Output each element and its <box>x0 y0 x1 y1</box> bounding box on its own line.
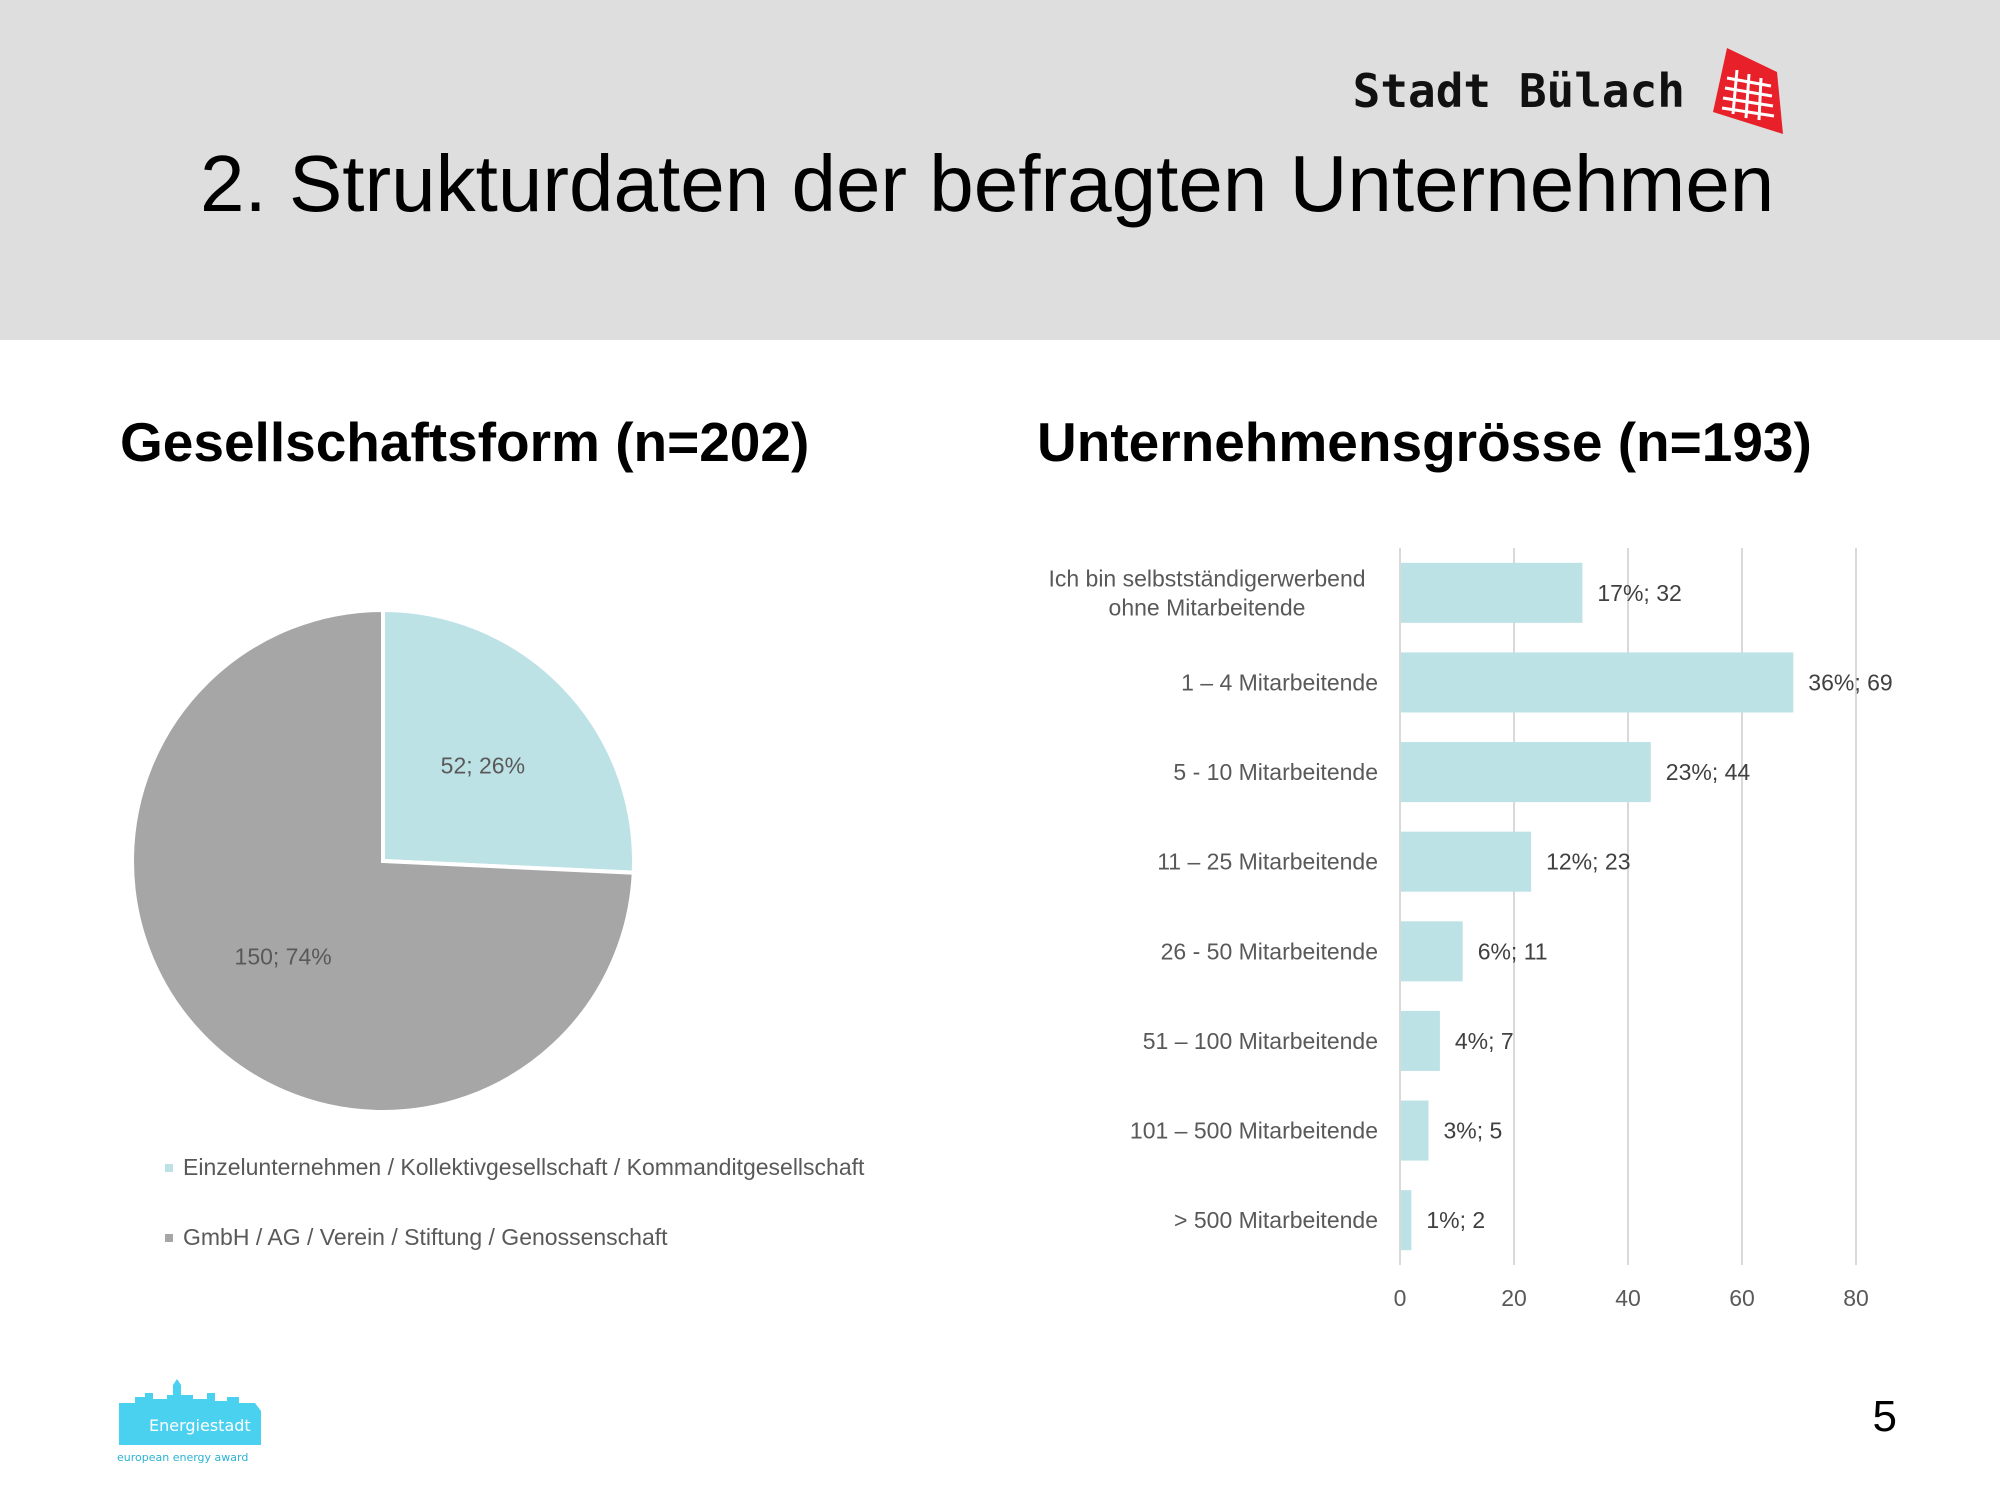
bar-4 <box>1400 831 1532 892</box>
bar-chart-title: Unternehmensgrösse (n=193) <box>1037 411 1812 473</box>
brand-name: Stadt Bülach <box>1352 64 1685 118</box>
bar-1 <box>1400 562 1583 623</box>
bar-data-label: 12%; 23 <box>1546 849 1630 875</box>
y-category-label: 101 – 500 Mitarbeitende <box>1130 1118 1378 1144</box>
category-line: 26 - 50 Mitarbeitende <box>1161 938 1378 964</box>
y-category-label: Ich bin selbstständigerwerbend ohne Mitar… <box>1048 565 1365 620</box>
bar-2 <box>1400 652 1794 713</box>
pie-data-label: 150; 74% <box>235 943 332 969</box>
bar-5 <box>1400 921 1463 982</box>
y-category-label: 11 – 25 Mitarbeitende <box>1157 849 1378 875</box>
pie-legend-item-1: Einzelunternehmen / Kollektivgesellschaf… <box>165 1154 864 1181</box>
bar-7 <box>1400 1100 1429 1161</box>
y-category-label: 26 - 50 Mitarbeitende <box>1161 938 1378 964</box>
bar-data-label: 3%; 5 <box>1444 1118 1503 1144</box>
y-category-label: 51 – 100 Mitarbeitende <box>1143 1028 1378 1054</box>
legend-label: Einzelunternehmen / Kollektivgesellschaf… <box>183 1154 865 1180</box>
stadt-buelach-emblem-icon <box>1713 48 1783 134</box>
legend-swatch <box>165 1163 173 1172</box>
pie-data-label: 52; 26% <box>441 753 525 779</box>
y-category-label: 5 - 10 Mitarbeitende <box>1173 759 1378 785</box>
category-line: ohne Mitarbeitende <box>1109 594 1306 620</box>
category-line: 11 – 25 Mitarbeitende <box>1157 849 1378 875</box>
logo-text: Energiestadt <box>149 1416 251 1435</box>
y-category-label: 1 – 4 Mitarbeitende <box>1181 669 1378 695</box>
bar-3 <box>1400 742 1651 803</box>
energiestadt-logo: Energiestadt european energy award <box>115 1375 265 1470</box>
logo-subtext: european energy award <box>117 1451 248 1464</box>
legend-label: GmbH / AG / Verein / Stiftung / Genossen… <box>183 1224 668 1250</box>
bar-data-label: 1%; 2 <box>1426 1207 1485 1233</box>
x-tick-label: 80 <box>1843 1285 1869 1311</box>
x-tick-label: 0 <box>1394 1285 1407 1311</box>
bar-data-label: 36%; 69 <box>1808 669 1892 695</box>
pie-chart-title: Gesellschaftsform (n=202) <box>120 411 810 473</box>
page-number: 5 <box>1872 1392 1897 1441</box>
category-line: 1 – 4 Mitarbeitende <box>1181 669 1378 695</box>
category-line: 101 – 500 Mitarbeitende <box>1130 1118 1378 1144</box>
page-title: 2. Strukturdaten der befragten Unternehm… <box>200 139 1775 228</box>
pie-legend-item-2: GmbH / AG / Verein / Stiftung / Genossen… <box>165 1224 668 1251</box>
x-tick-label: 60 <box>1729 1285 1755 1311</box>
bar-data-label: 4%; 7 <box>1455 1028 1514 1054</box>
header-band: Stadt Bülach 2. Strukturdaten der befrag… <box>0 0 2000 340</box>
category-line: Ich bin selbstständigerwerbend <box>1048 565 1365 591</box>
pie-slice-2 <box>130 607 636 1114</box>
category-line: > 500 Mitarbeitende <box>1174 1207 1378 1233</box>
bar-data-label: 6%; 11 <box>1478 938 1548 964</box>
bar-8 <box>1400 1190 1412 1251</box>
pie-slice-1 <box>381 607 636 875</box>
y-category-label: > 500 Mitarbeitende <box>1174 1207 1378 1233</box>
x-tick-label: 20 <box>1501 1285 1527 1311</box>
x-tick-label: 40 <box>1615 1285 1641 1311</box>
bar-6 <box>1400 1010 1440 1071</box>
legend-swatch <box>165 1233 173 1242</box>
bar-data-label: 23%; 44 <box>1666 759 1751 785</box>
category-line: 51 – 100 Mitarbeitende <box>1143 1028 1378 1054</box>
bar-data-label: 17%; 32 <box>1597 580 1681 606</box>
category-line: 5 - 10 Mitarbeitende <box>1173 759 1378 785</box>
brand: Stadt Bülach <box>1353 48 1783 134</box>
